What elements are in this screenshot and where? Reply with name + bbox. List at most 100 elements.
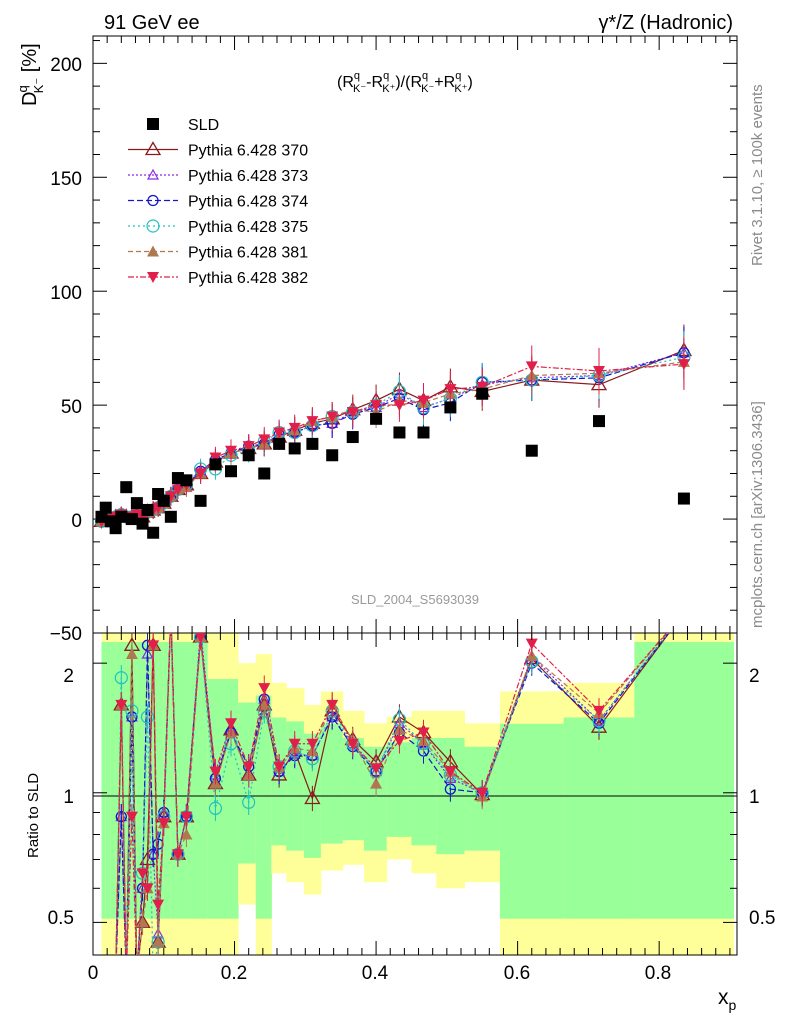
sld-data-point — [326, 449, 339, 462]
sld-data-point — [194, 494, 207, 507]
sld-data-point — [209, 458, 222, 471]
data-point — [171, 484, 184, 496]
sld-data-point — [147, 526, 160, 539]
ratio-data-point — [209, 766, 222, 778]
band-1sigma — [142, 641, 148, 919]
legend-marker — [147, 245, 159, 257]
ratio-y-tick-label-right: 1 — [749, 787, 760, 808]
ratio-data-point — [180, 811, 193, 823]
ratio-data-point — [258, 698, 271, 710]
ylabel-unit: [%] — [19, 43, 41, 77]
band-1sigma — [115, 641, 122, 919]
ratio-data-point — [115, 699, 128, 711]
legend-label: Pythia 6.428 374 — [188, 194, 308, 211]
data-point — [326, 411, 339, 423]
legend-marker — [147, 118, 159, 130]
band-1sigma — [634, 641, 734, 919]
sld-data-point — [288, 442, 301, 455]
ratio-uncertainty-bands — [101, 633, 734, 955]
data-point — [417, 395, 430, 407]
legend-label: SLD — [188, 117, 219, 134]
ratio-data-point — [125, 811, 138, 823]
sld-data-point — [273, 437, 286, 450]
sld-data-point — [115, 510, 128, 523]
ratio-data-point — [136, 868, 149, 880]
band-1sigma — [105, 641, 112, 919]
ratio-series-group — [113, 633, 670, 955]
data-point — [242, 441, 255, 453]
legend-marker — [147, 194, 159, 207]
data-point — [525, 361, 538, 373]
ratio-y-axis-ticks — [93, 662, 737, 923]
sld-data-point — [444, 401, 457, 414]
legend-label: Pythia 6.428 370 — [188, 143, 308, 160]
ratio-y-tick-label-right: 2 — [749, 666, 760, 687]
main-y-tick-label: 50 — [61, 397, 82, 418]
ratio-data-point — [476, 787, 489, 799]
band-1sigma — [131, 641, 138, 919]
data-point — [194, 468, 207, 480]
data-point — [164, 491, 177, 503]
band-1sigma — [101, 641, 107, 919]
x-axis-ticks — [92, 36, 731, 955]
x-axis-label: xp — [718, 986, 737, 1013]
sld-data-point — [242, 449, 255, 462]
data-point — [593, 365, 605, 377]
legend-label: Pythia 6.428 381 — [188, 245, 308, 262]
sld-data-point — [417, 426, 430, 439]
legend-label: Pythia 6.428 375 — [188, 219, 308, 236]
data-point — [258, 434, 271, 446]
legend-marker — [146, 219, 160, 233]
ratio-series-line — [115, 633, 668, 955]
series-line — [101, 361, 685, 522]
data-point — [225, 445, 237, 457]
band-1sigma — [177, 641, 187, 919]
sld-data-point — [157, 494, 170, 507]
sld-data-point — [258, 467, 271, 480]
plot-formula: (Rq K⁻-Rq K⁺)/(Rq K⁻+Rq K⁺) — [337, 70, 473, 95]
ratio-y-tick-label: 1 — [63, 787, 74, 808]
data-point — [476, 381, 489, 393]
band-1sigma — [170, 641, 179, 919]
ratio-data-point — [195, 633, 207, 644]
data-point — [393, 400, 406, 412]
rivet-label: Rivet 3.1.10, ≥ 100k events — [749, 84, 766, 266]
sld-data-point — [225, 465, 237, 478]
ratio-data-point — [208, 801, 223, 815]
sld-data-point — [109, 522, 122, 535]
ylabel-main: D — [19, 92, 41, 106]
ratio-data-point — [180, 828, 193, 840]
ratio-y-axis-label: Ratio to SLD — [25, 773, 42, 858]
sld-data-point — [593, 415, 605, 428]
ratio-data-point — [306, 738, 319, 750]
ratio-data-layer — [113, 633, 670, 955]
ratio-data-point — [393, 735, 406, 747]
x-tick-label: 0.2 — [221, 963, 247, 984]
sld-data-point — [306, 437, 319, 450]
sld-data-point — [677, 492, 690, 505]
band-1sigma — [499, 723, 565, 919]
ratio-data-point — [417, 727, 430, 739]
ratio-data-point — [152, 899, 165, 911]
band-1sigma — [110, 641, 117, 919]
sld-data-point — [95, 510, 108, 523]
data-point — [370, 400, 383, 412]
data-point — [288, 422, 301, 434]
x-tick-label: 0 — [88, 963, 99, 984]
main-y-tick-label: −50 — [50, 624, 82, 645]
data-point — [346, 406, 359, 418]
ratio-data-point — [225, 718, 237, 730]
sld-data-point — [120, 481, 133, 494]
header-left: 91 GeV ee — [104, 12, 200, 34]
sld-data-point — [136, 517, 149, 530]
sld-data-point — [130, 497, 143, 510]
ratio-data-point — [194, 633, 207, 634]
ratio-y-tick-label-right: 0.5 — [749, 908, 775, 929]
ratio-y-tick-label: 2 — [63, 666, 74, 687]
band-1sigma — [386, 742, 412, 837]
x-tick-label: 0.8 — [645, 963, 671, 984]
mcplots-label: mcplots.cern.ch [arXiv:1306.3436] — [749, 401, 766, 628]
sld-data-point — [525, 444, 538, 457]
main-y-tick-label: 200 — [50, 55, 82, 76]
